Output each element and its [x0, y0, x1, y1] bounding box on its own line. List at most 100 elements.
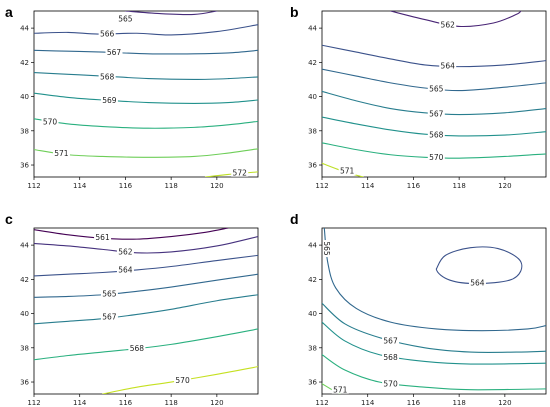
contour-label-562: 562: [439, 19, 457, 29]
contour-line-561: [34, 228, 229, 240]
x-tick-label: 116: [119, 399, 133, 407]
contour-label-text: 567: [107, 48, 122, 57]
contour-label-text: 570: [429, 153, 444, 162]
contour-label-565: 565: [427, 83, 445, 93]
plot-area: [321, 227, 547, 395]
x-tick-label: 116: [119, 182, 133, 190]
contour-line-567: [34, 294, 258, 325]
contour-lines: [34, 228, 258, 394]
x-tick-label: 120: [498, 182, 511, 190]
contour-label-570: 570: [427, 152, 445, 162]
contour-line-562: [34, 236, 258, 254]
contour-line-570: [322, 142, 546, 159]
contour-label-text: 571: [54, 149, 69, 158]
contour-label-568: 568: [128, 343, 146, 353]
contour-label-566: 566: [98, 29, 116, 39]
contour-line-566: [34, 24, 258, 36]
contour-label-text: 571: [333, 385, 348, 394]
y-tick-label: 44: [20, 25, 29, 33]
contour-line-565: [124, 11, 218, 16]
contour-label-text: 562: [118, 248, 133, 257]
contour-label-text: 572: [233, 168, 248, 177]
x-tick-label: 120: [498, 399, 511, 407]
contour-label-text: 570: [43, 117, 58, 126]
x-tick-label: 116: [407, 182, 421, 190]
contour-label-text: 570: [383, 379, 398, 388]
contour-line-569: [34, 92, 258, 104]
contour-label-text: 570: [175, 376, 190, 385]
y-tick-label: 42: [20, 59, 29, 67]
contour-lines: [322, 11, 546, 177]
y-tick-label: 36: [20, 162, 29, 170]
x-tick-label: 114: [73, 182, 87, 190]
contour-label-text: 564: [470, 278, 485, 287]
contour-label-text: 561: [95, 233, 110, 242]
contour-line-568: [322, 321, 546, 365]
contour-line-567: [34, 49, 258, 55]
contour-line-567: [322, 302, 546, 353]
contour-label-text: 564: [441, 61, 456, 70]
y-tick-label: 42: [308, 59, 317, 67]
y-tick-label: 40: [20, 93, 29, 101]
x-tick-label: 120: [210, 399, 223, 407]
contour-line-564: [34, 254, 258, 277]
contour-label-567: 567: [105, 47, 123, 57]
contour-label-568: 568: [382, 352, 400, 362]
y-tick-label: 44: [20, 242, 29, 250]
y-tick-label: 38: [20, 127, 29, 135]
contour-label-565: 565: [100, 288, 118, 298]
contour-label-568: 568: [98, 71, 116, 81]
contour-label-565: 565: [322, 240, 332, 258]
contour-label-text: 562: [441, 20, 456, 29]
contour-label-text: 568: [383, 353, 398, 362]
contour-line-565: [323, 228, 546, 332]
contour-label-567: 567: [100, 311, 118, 322]
y-tick-label: 40: [308, 93, 317, 101]
contour-label-564: 564: [116, 264, 134, 275]
contour-label-text: 564: [118, 266, 133, 275]
x-tick-label: 112: [27, 182, 40, 190]
x-tick-label: 118: [164, 399, 177, 407]
x-tick-label: 112: [315, 182, 328, 190]
contour-label-567: 567: [427, 108, 445, 118]
contour-label-text: 568: [429, 131, 444, 140]
contour-label-text: 568: [130, 344, 145, 353]
x-tick-label: 114: [361, 399, 375, 407]
y-tick-label: 36: [308, 162, 317, 170]
contour-label-text: 571: [340, 167, 355, 176]
contour-label-text: 567: [429, 109, 444, 118]
y-tick-label: 44: [308, 242, 317, 250]
y-tick-label: 42: [20, 276, 29, 284]
contour-label-570: 570: [41, 116, 59, 126]
contour-line-570: [322, 354, 546, 391]
contour-label-568: 568: [427, 130, 445, 140]
contour-line-565: [322, 68, 546, 92]
y-tick-label: 40: [20, 310, 29, 318]
panel-letter: d: [290, 211, 299, 227]
plot-area: [33, 227, 259, 395]
contour-label-571: 571: [338, 166, 356, 176]
contour-label-text: 566: [100, 30, 115, 39]
y-tick-label: 44: [308, 25, 317, 33]
x-tick-label: 120: [210, 182, 223, 190]
y-tick-label: 42: [308, 276, 317, 284]
y-tick-label: 38: [308, 344, 317, 352]
contour-label-text: 567: [383, 337, 398, 346]
contour-label-569: 569: [100, 95, 118, 105]
y-tick-label: 36: [308, 379, 317, 387]
panel-letter: c: [5, 211, 13, 227]
y-tick-label: 40: [308, 310, 317, 318]
contour-label-text: 569: [102, 96, 117, 105]
contour-label-572: 572: [231, 167, 249, 177]
contour-line-567: [322, 90, 546, 116]
x-tick-label: 112: [27, 399, 40, 407]
x-tick-label: 114: [361, 182, 375, 190]
contour-line-570: [102, 366, 258, 394]
contour-label-571: 571: [331, 384, 349, 394]
contour-label-text: 565: [102, 289, 117, 298]
contour-label-570: 570: [382, 378, 400, 388]
contour-label-564: 564: [439, 60, 457, 70]
panel-c: c 112 114 116 118 120 36 38 40 42 44 561 562 564 565 56…: [5, 211, 259, 407]
contour-label-text: 565: [322, 241, 331, 256]
